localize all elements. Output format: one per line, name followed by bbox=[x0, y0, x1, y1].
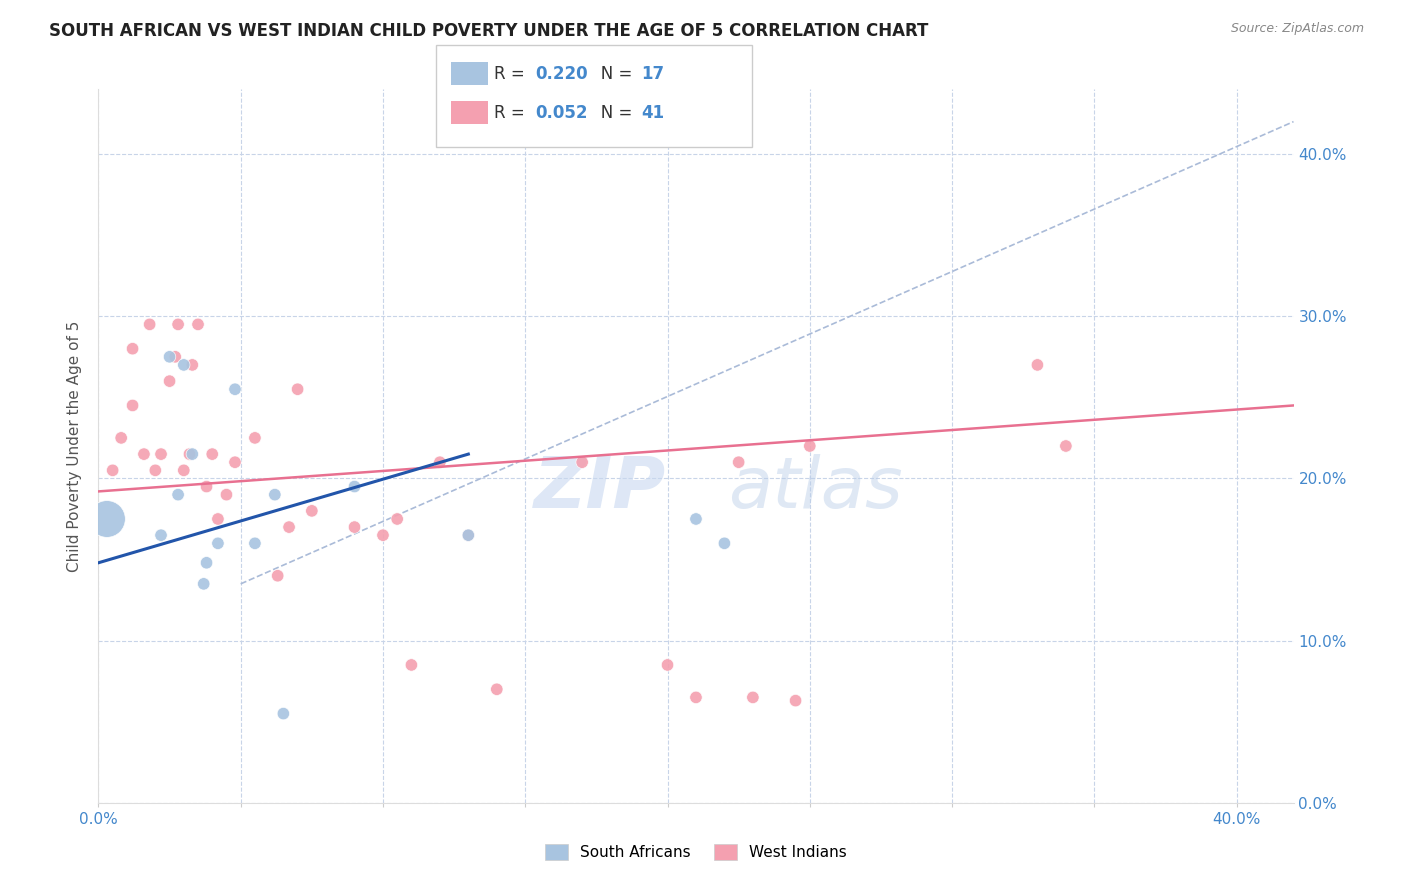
Point bbox=[343, 479, 366, 493]
Point bbox=[159, 374, 181, 388]
Point bbox=[165, 350, 187, 364]
Point bbox=[267, 568, 290, 582]
Point bbox=[121, 399, 143, 413]
Point bbox=[385, 512, 409, 526]
Point bbox=[143, 463, 166, 477]
Text: 0.220: 0.220 bbox=[536, 65, 588, 83]
Point bbox=[457, 528, 479, 542]
Point bbox=[571, 455, 593, 469]
Point bbox=[179, 447, 201, 461]
Point bbox=[1054, 439, 1077, 453]
Point bbox=[713, 536, 735, 550]
Point bbox=[401, 657, 423, 672]
Point bbox=[485, 682, 508, 697]
Text: N =: N = bbox=[585, 104, 637, 122]
Point bbox=[727, 455, 749, 469]
Point bbox=[785, 693, 807, 707]
Text: atlas: atlas bbox=[728, 454, 903, 524]
Point bbox=[96, 512, 118, 526]
Point bbox=[287, 382, 309, 396]
Point bbox=[187, 318, 209, 332]
Point bbox=[685, 690, 707, 705]
Y-axis label: Child Poverty Under the Age of 5: Child Poverty Under the Age of 5 bbox=[67, 320, 83, 572]
Point bbox=[167, 318, 190, 332]
Point bbox=[101, 463, 124, 477]
Point bbox=[193, 577, 215, 591]
Point bbox=[150, 447, 173, 461]
Point bbox=[201, 447, 224, 461]
Point bbox=[195, 556, 218, 570]
Text: R =: R = bbox=[494, 104, 530, 122]
Point bbox=[243, 431, 266, 445]
Point bbox=[173, 358, 195, 372]
Point bbox=[301, 504, 323, 518]
Point bbox=[657, 657, 679, 672]
Point bbox=[457, 528, 479, 542]
Point bbox=[243, 536, 266, 550]
Point bbox=[138, 318, 160, 332]
Point bbox=[1026, 358, 1049, 372]
Text: 17: 17 bbox=[641, 65, 664, 83]
Point bbox=[215, 488, 238, 502]
Point bbox=[181, 447, 204, 461]
Point bbox=[224, 382, 246, 396]
Point bbox=[207, 512, 229, 526]
Point bbox=[121, 342, 143, 356]
Point bbox=[343, 520, 366, 534]
Text: N =: N = bbox=[585, 65, 637, 83]
Point bbox=[263, 488, 285, 502]
Point bbox=[110, 431, 132, 445]
Point bbox=[273, 706, 295, 721]
Point bbox=[167, 488, 190, 502]
Point bbox=[371, 528, 394, 542]
Point bbox=[195, 479, 218, 493]
Point bbox=[224, 455, 246, 469]
Point bbox=[132, 447, 155, 461]
Point bbox=[741, 690, 763, 705]
Point bbox=[685, 512, 707, 526]
Point bbox=[429, 455, 451, 469]
Point bbox=[207, 536, 229, 550]
Point bbox=[799, 439, 821, 453]
Point bbox=[278, 520, 301, 534]
Legend: South Africans, West Indians: South Africans, West Indians bbox=[538, 838, 853, 866]
Text: Source: ZipAtlas.com: Source: ZipAtlas.com bbox=[1230, 22, 1364, 36]
Point bbox=[173, 463, 195, 477]
Text: SOUTH AFRICAN VS WEST INDIAN CHILD POVERTY UNDER THE AGE OF 5 CORRELATION CHART: SOUTH AFRICAN VS WEST INDIAN CHILD POVER… bbox=[49, 22, 928, 40]
Text: ZIP: ZIP bbox=[534, 454, 666, 524]
Point bbox=[159, 350, 181, 364]
Text: R =: R = bbox=[494, 65, 530, 83]
Text: 41: 41 bbox=[641, 104, 664, 122]
Text: 0.052: 0.052 bbox=[536, 104, 588, 122]
Point bbox=[181, 358, 204, 372]
Point bbox=[150, 528, 173, 542]
